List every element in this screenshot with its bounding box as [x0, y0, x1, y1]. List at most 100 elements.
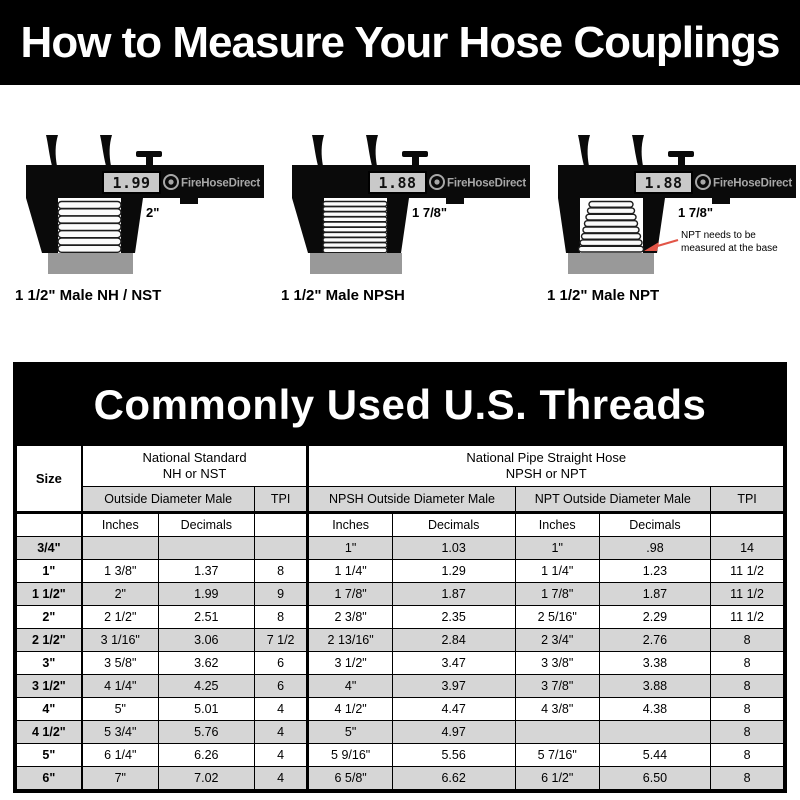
cell-npt-decimals: .98	[598, 536, 712, 560]
npt-note-line2: measured at the base	[681, 243, 778, 254]
cell-nh-decimals: 3.62	[157, 651, 255, 675]
col-header-decimals: Decimals	[391, 512, 516, 537]
measured-size-label: 1 7/8"	[678, 205, 713, 220]
caliper-depth-prong-icon	[46, 135, 58, 166]
cell-npt-decimals: 2.76	[598, 628, 712, 652]
cell-npsh-decimals: 1.03	[391, 536, 516, 560]
col-group-national-standard: National Standard NH or NST	[81, 445, 310, 487]
measured-size-label: 2"	[146, 205, 159, 220]
brand-name: FireHoseDirect	[713, 178, 792, 190]
cell-nh-tpi: 6	[253, 651, 310, 675]
cell-tpi: 8	[710, 697, 784, 721]
cell-nh-decimals: 1.37	[157, 559, 255, 583]
caliper-depth-prong-icon	[632, 135, 644, 166]
caliper-thumbscrew-stem	[146, 156, 153, 166]
cell-size: 4"	[15, 697, 83, 721]
cell-tpi: 8	[710, 651, 784, 675]
caliper-thumbscrew-icon	[136, 151, 162, 157]
caliper-fixed-jaw	[558, 198, 580, 253]
cell-npsh-inches: 2 13/16"	[307, 628, 393, 652]
col-header-tpi2: TPI	[710, 486, 784, 514]
cell-nh-inches: 2 1/2"	[81, 605, 159, 629]
cell-nh-tpi: 4	[253, 766, 310, 790]
caliper-sliding-jaw	[643, 198, 665, 253]
cell-nh-tpi: 4	[253, 743, 310, 767]
cell-npsh-decimals: 1.29	[391, 559, 516, 583]
table-row: 6" 7" 7.02 4 6 5/8" 6.62 6 1/2" 6.50 8	[15, 766, 784, 790]
coupling-base	[568, 253, 654, 274]
cell-nh-inches: 5 3/4"	[81, 720, 159, 744]
cell-npt-inches: 2 5/16"	[514, 605, 600, 629]
cell-nh-inches	[81, 536, 159, 560]
caliper-figure-npt: 1.88 FireHoseDirect 1 7/8" NPT needs to …	[532, 132, 798, 304]
cell-tpi: 8	[710, 743, 784, 767]
table-row: 3" 3 5/8" 3.62 6 3 1/2" 3.47 3 3/8" 3.38…	[15, 651, 784, 675]
cell-npsh-decimals: 4.97	[391, 720, 516, 744]
caliper-illustration-nh-nst: 1.99 FireHoseDirect 2"	[26, 135, 264, 274]
col-header-inches: Inches	[307, 512, 393, 537]
cell-npsh-decimals: 2.84	[391, 628, 516, 652]
brand-logo-icon	[429, 174, 445, 190]
cell-nh-inches: 5"	[81, 697, 159, 721]
col-header-inches: Inches	[81, 512, 159, 537]
cell-npt-inches: 1 7/8"	[514, 582, 600, 606]
cell-tpi: 11 1/2	[710, 559, 784, 583]
brand-logo-icon	[695, 174, 711, 190]
table-title: Commonly Used U.S. Threads	[93, 381, 707, 428]
cell-npt-decimals: 1.87	[598, 582, 712, 606]
page-title: How to Measure Your Hose Couplings	[20, 17, 781, 67]
calipers-section: 1.99 FireHoseDirect 2" 1 1/2" Male NH / …	[0, 132, 800, 304]
cell-nh-decimals: 5.76	[157, 720, 255, 744]
cell-nh-inches: 1 3/8"	[81, 559, 159, 583]
col-group-npsh-npt: National Pipe Straight Hose NPSH or NPT	[307, 445, 784, 487]
brand-logo-icon	[163, 174, 179, 190]
caliper-figure-npsh: 1.88 FireHoseDirect 1 7/8" 1 1/2" Male N…	[266, 132, 532, 304]
table-row: 2 1/2" 3 1/16" 3.06 7 1/2 2 13/16" 2.84 …	[15, 628, 784, 652]
cell-nh-decimals: 4.25	[157, 674, 255, 698]
cell-npsh-inches: 5 9/16"	[307, 743, 393, 767]
cell-npsh-decimals: 6.62	[391, 766, 516, 790]
cell-npt-decimals	[598, 720, 712, 744]
cell-size: 4 1/2"	[15, 720, 83, 744]
cell-nh-tpi: 4	[253, 697, 310, 721]
table-header-units-row: Inches Decimals Inches Decimals Inches D…	[15, 512, 784, 537]
caliper-sliding-jaw	[387, 198, 409, 253]
cell-size: 5"	[15, 743, 83, 767]
cell-npsh-decimals: 4.47	[391, 697, 516, 721]
caliper-caption: 1 1/2" Male NPT	[547, 287, 660, 304]
cell-npsh-inches: 5"	[307, 720, 393, 744]
cell-size: 3 1/2"	[15, 674, 83, 698]
cell-npsh-inches: 2 3/8"	[307, 605, 393, 629]
cell-nh-inches: 6 1/4"	[81, 743, 159, 767]
cell-nh-inches: 7"	[81, 766, 159, 790]
cell-npsh-inches: 1"	[307, 536, 393, 560]
cell-npt-inches: 6 1/2"	[514, 766, 600, 790]
caliper-depth-prong-icon	[578, 135, 590, 166]
col-header-npsh-od-male: NPSH Outside Diameter Male	[307, 486, 516, 514]
cell-size: 1"	[15, 559, 83, 583]
caliper-caption: 1 1/2" Male NH / NST	[15, 287, 162, 304]
cell-npsh-inches: 1 1/4"	[307, 559, 393, 583]
cell-size: 3/4"	[15, 536, 83, 560]
cell-nh-tpi: 7 1/2	[253, 628, 310, 652]
cell-npt-inches: 1"	[514, 536, 600, 560]
brand-name: FireHoseDirect	[447, 178, 526, 190]
caliper-reading: 1.88	[378, 174, 416, 192]
coupling-threads-tapered	[577, 200, 645, 253]
cell-nh-tpi: 8	[253, 605, 310, 629]
col-header-npt-od-male: NPT Outside Diameter Male	[514, 486, 712, 514]
cell-npt-decimals: 5.44	[598, 743, 712, 767]
caliper-slider-tab	[712, 198, 730, 204]
cell-size: 6"	[15, 766, 83, 790]
cell-nh-tpi: 6	[253, 674, 310, 698]
caliper-depth-prong-icon	[312, 135, 324, 166]
cell-nh-tpi: 8	[253, 559, 310, 583]
caliper-thumbscrew-icon	[402, 151, 428, 157]
cell-npt-inches: 3 3/8"	[514, 651, 600, 675]
cell-npsh-decimals: 3.97	[391, 674, 516, 698]
caliper-thumbscrew-stem	[412, 156, 419, 166]
table-row: 1 1/2" 2" 1.99 9 1 7/8" 1.87 1 7/8" 1.87…	[15, 582, 784, 606]
cell-npsh-decimals: 1.87	[391, 582, 516, 606]
cell-nh-decimals: 5.01	[157, 697, 255, 721]
table-row: 3 1/2" 4 1/4" 4.25 6 4" 3.97 3 7/8" 3.88…	[15, 674, 784, 698]
